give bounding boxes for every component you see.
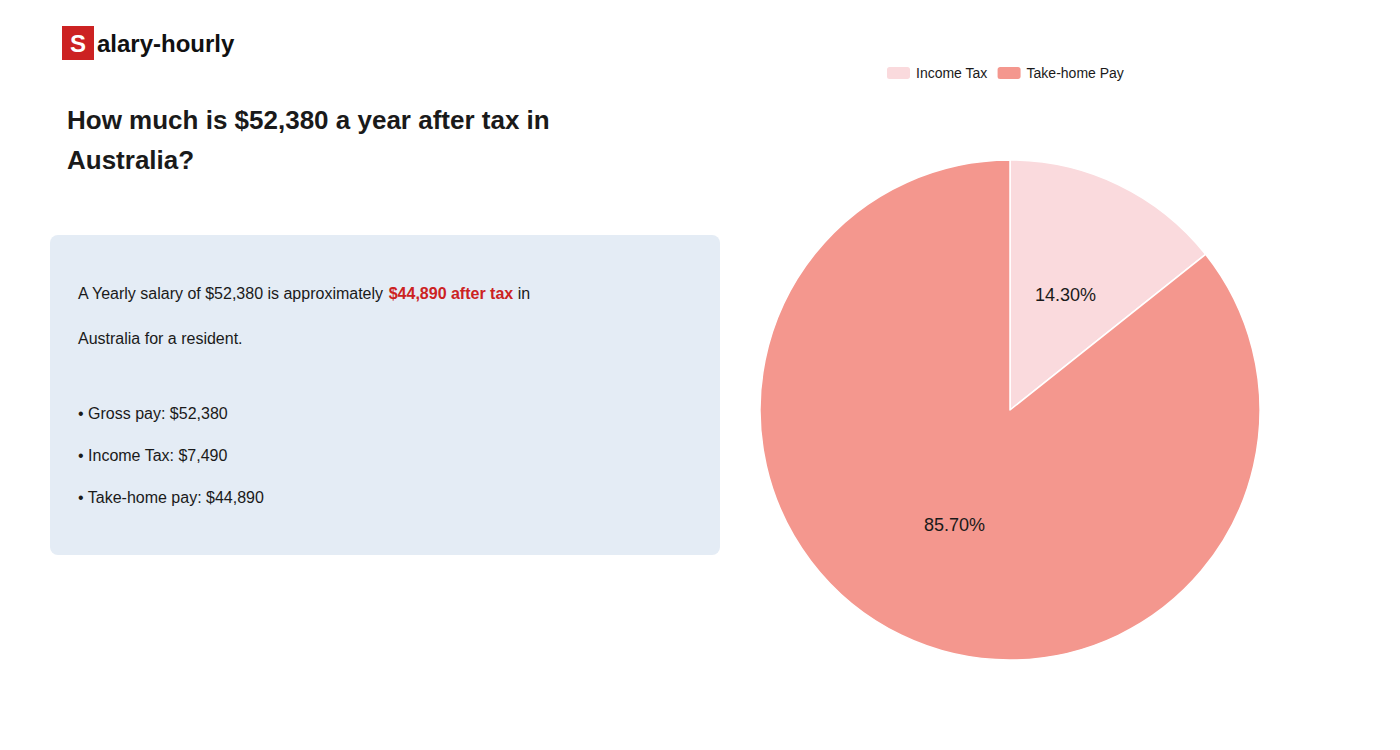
svg-text:$44,890 after tax: $44,890 after tax [389,285,514,302]
svg-text:Australia for a resident.: Australia for a resident. [78,330,243,347]
svg-text:alary-hourly: alary-hourly [97,30,235,57]
svg-text:85.70%: 85.70% [924,515,985,535]
svg-text:S: S [70,30,86,57]
svg-text:Income Tax: Income Tax [916,65,987,81]
svg-text:• Income Tax: $7,490: • Income Tax: $7,490 [78,447,228,464]
svg-text:14.30%: 14.30% [1035,285,1096,305]
svg-text:A Yearly salary of $52,380 is: A Yearly salary of $52,380 is approximat… [78,285,388,302]
svg-text:• Gross pay: $52,380: • Gross pay: $52,380 [78,405,228,422]
svg-text:in: in [513,285,530,302]
svg-text:• Take-home pay: $44,890: • Take-home pay: $44,890 [78,489,264,506]
svg-text:How much is $52,380 a year aft: How much is $52,380 a year after tax in [67,105,550,135]
svg-text:Take-home Pay: Take-home Pay [1027,65,1124,81]
svg-text:Australia?: Australia? [67,145,194,175]
